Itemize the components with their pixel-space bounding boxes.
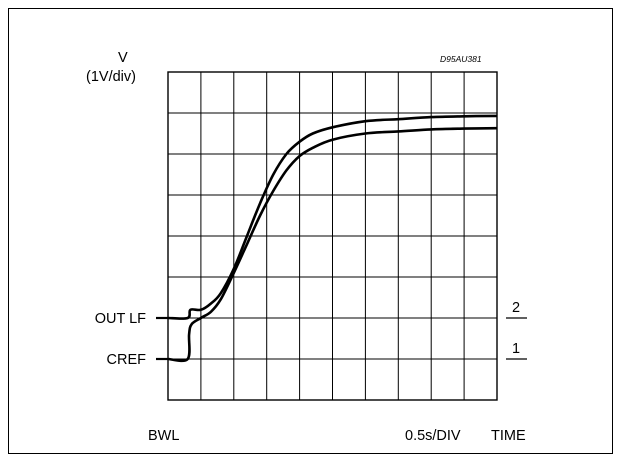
x-axis-time-label: TIME xyxy=(491,428,526,444)
figure-frame xyxy=(8,8,613,454)
x-axis-left-label: BWL xyxy=(148,428,179,444)
series-marker-2: 2 xyxy=(512,300,520,316)
series-line-cref xyxy=(167,126,498,363)
series-label-cref: CREF xyxy=(107,352,147,368)
series-labels: OUT LF 2 CREF 1 xyxy=(95,300,527,368)
series-label-out-lf: OUT LF xyxy=(95,311,146,327)
traces xyxy=(156,114,498,363)
grid xyxy=(167,71,498,401)
y-axis-unit: (1V/div) xyxy=(86,69,136,85)
series-marker-1: 1 xyxy=(512,341,520,357)
y-axis-label: V xyxy=(118,50,128,66)
x-axis-scale-label: 0.5s/DIV xyxy=(405,428,461,444)
series-line-out-lf xyxy=(167,114,498,320)
figure-code: D95AU381 xyxy=(440,54,482,64)
